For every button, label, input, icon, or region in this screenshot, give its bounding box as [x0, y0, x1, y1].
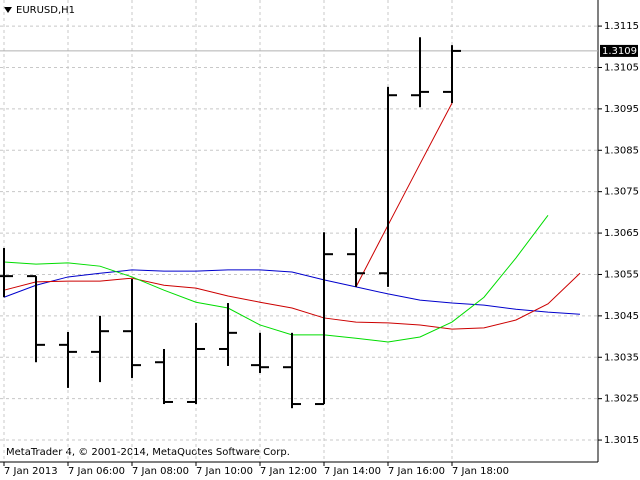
- x-tick-label: 7 Jan 2013: [4, 466, 58, 477]
- current-price-label: 1.3109: [602, 46, 637, 57]
- x-tick-label: 7 Jan 18:00: [452, 466, 509, 477]
- x-tick-label: 7 Jan 06:00: [68, 466, 125, 477]
- indicator-line: [3, 272, 581, 330]
- y-tick-label: 1.3075: [604, 187, 639, 198]
- y-tick-label: 1.3055: [604, 269, 639, 280]
- x-tick-label: 7 Jan 12:00: [260, 466, 317, 477]
- copyright: MetaTrader 4, © 2001-2014, MetaQuotes So…: [6, 447, 290, 458]
- x-tick-label: 7 Jan 08:00: [132, 466, 189, 477]
- y-tick-label: 1.3105: [604, 62, 639, 73]
- y-tick-label: 1.3015: [604, 435, 639, 446]
- current-price-box: [600, 44, 638, 57]
- x-tick-label: 7 Jan 10:00: [196, 466, 253, 477]
- y-tick-label: 1.3045: [604, 311, 639, 322]
- indicator-line: [3, 269, 581, 315]
- x-tick-label: 7 Jan 16:00: [388, 466, 445, 477]
- y-tick-label: 1.3095: [604, 104, 639, 115]
- y-tick-label: 1.3115: [604, 21, 639, 32]
- y-tick-label: 1.3065: [604, 228, 639, 239]
- y-tick-label: 1.3035: [604, 352, 639, 363]
- y-tick-label: 1.3025: [604, 394, 639, 405]
- indicator-line: [3, 214, 549, 343]
- title-icon: [4, 7, 12, 13]
- x-tick-label: 7 Jan 14:00: [324, 466, 381, 477]
- indicator-line: [355, 102, 453, 288]
- chart-title: EURUSD,H1: [16, 5, 75, 16]
- y-tick-label: 1.3085: [604, 145, 639, 156]
